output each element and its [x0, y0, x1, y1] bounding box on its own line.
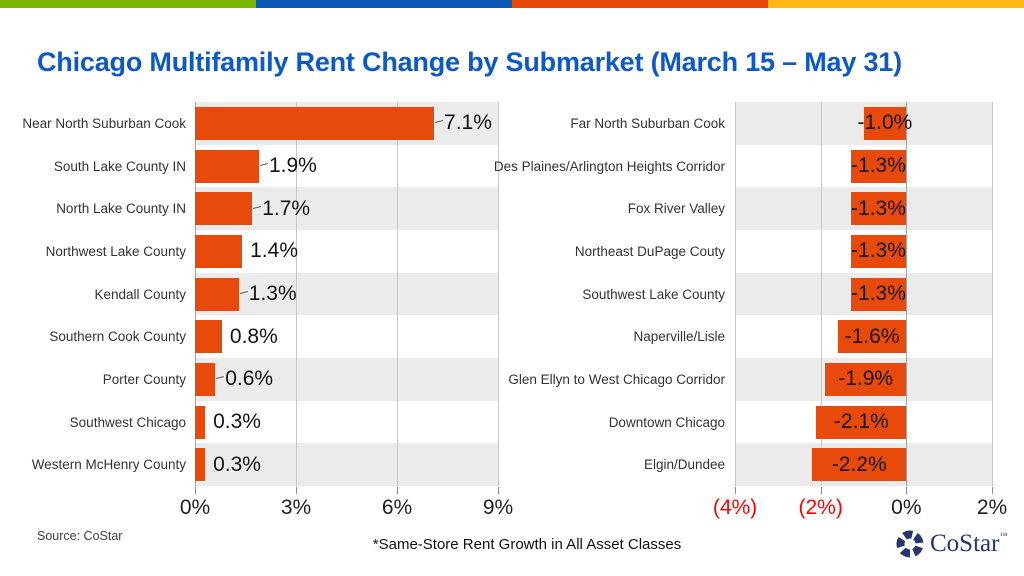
value-label: -2.2%: [831, 452, 887, 476]
value-label: 0.6%: [225, 367, 274, 391]
axis-tick-label: 6%: [381, 496, 413, 519]
bar: [195, 448, 206, 482]
value-label: 1.7%: [262, 196, 311, 220]
trademark-symbol: ™: [999, 531, 1008, 540]
gridline: [397, 102, 398, 486]
costar-logo-text: CoStar™: [930, 530, 1008, 557]
axis-tick: [296, 487, 297, 494]
category-label: South Lake County IN: [53, 158, 186, 174]
accent-stripe-segment: [256, 0, 512, 8]
category-label: Far North Suburban Cook: [570, 115, 725, 131]
bar: [195, 149, 259, 183]
value-label: 0.3%: [213, 410, 261, 433]
value-label: 1.4%: [250, 239, 298, 263]
page-title: Chicago Multifamily Rent Change by Subma…: [37, 47, 902, 78]
axis-tick: [906, 487, 907, 494]
category-label: Des Plaines/Arlington Heights Corridor: [493, 158, 725, 174]
bar: [195, 405, 206, 439]
axis-tick-label: 0%: [891, 496, 922, 519]
accent-stripe-segment: [768, 0, 1024, 8]
axis-tick-label: 2%: [976, 496, 1008, 519]
value-label: 0.3%: [213, 452, 261, 476]
category-label: Naperville/Lisle: [633, 329, 725, 345]
axis-tick: [735, 487, 736, 494]
category-label: Northwest Lake County: [45, 243, 186, 259]
category-label: Downtown Chicago: [608, 414, 725, 430]
value-label: 1.9%: [268, 154, 317, 177]
axis-tick-label: 3%: [280, 496, 312, 519]
value-label: -1.3%: [851, 282, 906, 305]
row-band: [195, 272, 498, 316]
source-note: Source: CoStar: [37, 529, 123, 543]
accent-stripe-segment: [512, 0, 768, 8]
axis-tick: [195, 487, 196, 494]
axis-tick-label: (2%): [798, 496, 843, 519]
gridline: [992, 102, 993, 486]
value-label: -1.3%: [851, 196, 906, 220]
footnote: *Same-Store Rent Growth in All Asset Cla…: [372, 536, 682, 553]
gridline: [821, 102, 822, 486]
value-label: -1.3%: [851, 239, 906, 263]
category-label: Elgin/Dundee: [643, 457, 725, 473]
value-label: -1.6%: [844, 324, 900, 348]
category-label: Glen Ellyn to West Chicago Corridor: [508, 371, 725, 387]
axis-tick: [397, 487, 398, 494]
bar: [195, 234, 243, 268]
axis-tick: [992, 487, 993, 494]
value-label: -1.3%: [851, 154, 906, 177]
bar: [850, 234, 907, 268]
bar: [824, 362, 907, 396]
bar: [812, 448, 907, 482]
axis-tick-label: (4%): [712, 496, 758, 519]
bar: [195, 362, 216, 396]
axis-tick-label: 9%: [482, 496, 514, 519]
value-label: -2.1%: [833, 410, 889, 433]
bar: [195, 192, 253, 226]
category-label: Fox River Valley: [627, 201, 725, 217]
axis-tick-label: 0%: [179, 496, 211, 519]
bar: [195, 277, 239, 311]
category-label: Kendall County: [94, 286, 186, 302]
accent-stripe: [0, 0, 1024, 8]
bar: [837, 320, 907, 354]
row-band: [195, 443, 498, 486]
bar: [850, 277, 907, 311]
gridline: [498, 102, 499, 486]
gridline: [296, 102, 297, 486]
bar: [850, 149, 907, 183]
category-label: Near North Suburban Cook: [22, 115, 186, 131]
category-label: Western McHenry County: [31, 457, 186, 473]
row-band: [195, 358, 498, 401]
value-label: 1.3%: [248, 282, 297, 305]
costar-logo: CoStar™: [895, 529, 1007, 559]
axis-line: [906, 102, 907, 486]
costar-pinwheel-icon: [896, 530, 924, 558]
value-label: 7.1%: [444, 111, 492, 135]
value-label: -1.0%: [857, 111, 913, 135]
bar: [863, 106, 907, 140]
gridline: [735, 102, 736, 486]
category-label: Southwest Chicago: [69, 414, 186, 430]
category-label: Porter County: [102, 371, 186, 387]
axis-tick: [498, 487, 499, 494]
leader-line: [259, 163, 268, 166]
bar: [195, 106, 435, 140]
value-label: -1.9%: [838, 367, 894, 391]
bar: [816, 405, 907, 439]
value-label: 0.8%: [229, 324, 278, 348]
category-label: Southwest Lake County: [582, 286, 725, 302]
bar: [850, 192, 907, 226]
bar: [195, 320, 222, 354]
accent-stripe-segment: [0, 0, 256, 8]
category-label: Southern Cook County: [49, 329, 186, 345]
category-label: North Lake County IN: [56, 201, 186, 217]
category-label: Northeast DuPage Couty: [574, 243, 725, 259]
axis-tick: [821, 487, 822, 494]
